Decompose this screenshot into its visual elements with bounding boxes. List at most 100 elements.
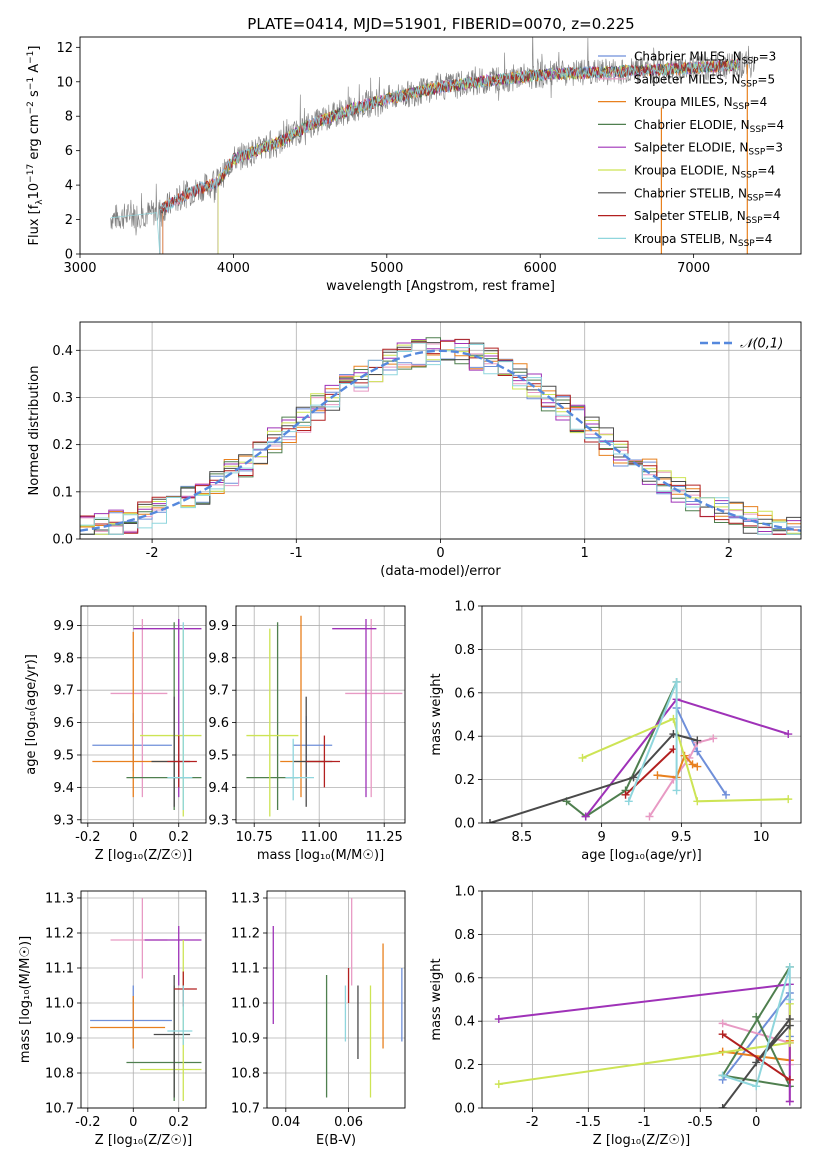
axes-frame (79, 36, 802, 255)
residual-histogram (80, 338, 801, 535)
weight-marker (752, 1058, 761, 1067)
residual-histogram (80, 339, 801, 535)
legend-sub: SSP (741, 171, 758, 181)
axes-frame (481, 605, 802, 824)
weight-marker (785, 1021, 794, 1030)
plot-area (246, 615, 403, 817)
y-label-part: s (27, 90, 42, 101)
y-tick-label: 0.8 (454, 928, 475, 943)
x-tick-label: 6000 (524, 261, 557, 276)
y-tick-label: 9.5 (208, 748, 229, 763)
y-label-part: −1 (26, 77, 36, 90)
y-label-part: ] (27, 46, 42, 51)
legend-name: Kroupa MILES, N (634, 95, 733, 109)
legend-entry: 𝒩(0,1) (740, 337, 783, 352)
y-tick-label: 4 (65, 179, 73, 194)
legend-entry: Salpeter STELIB, NSSP=4 (634, 209, 780, 226)
legend-entry: Chabrier MILES, NSSP=3 (634, 50, 776, 67)
weight-marker (629, 773, 638, 782)
legend-sub: SSP (741, 79, 758, 89)
y-tick-label: 0.0 (454, 1102, 475, 1117)
x-tick-label: -1.5 (576, 1115, 601, 1130)
weight-line (565, 681, 678, 818)
y-label-part: −2 (26, 101, 36, 114)
plot-area (272, 898, 403, 1098)
plot-area (485, 677, 793, 823)
weight-marker (785, 1075, 794, 1084)
y-label-part: −17 (26, 164, 36, 183)
y-tick-label: 6 (65, 144, 73, 159)
x-tick-label: 2 (725, 546, 733, 561)
y-tick-label: 10.7 (231, 1102, 260, 1117)
x-tick-label: -2 (526, 1115, 539, 1130)
x-axis-label: age [log₁₀(age/yr)] (581, 848, 702, 863)
y-label-part: λ (35, 199, 45, 205)
y-tick-label: 10 (56, 75, 73, 90)
legend-sub: SSP (748, 148, 765, 158)
weight-marker (785, 962, 794, 971)
y-tick-label: 0.4 (52, 344, 73, 359)
legend-name: Chabrier STELIB, N (634, 186, 747, 200)
x-tick-label: 4000 (217, 261, 250, 276)
weight-marker (718, 1071, 727, 1080)
x-tick-label: 1 (581, 546, 589, 561)
weight-marker (784, 795, 793, 804)
weight-marker (785, 1097, 794, 1106)
legend-count: =4 (757, 164, 775, 178)
x-tick-label: 0 (129, 830, 137, 845)
axes-frame (80, 605, 207, 824)
y-tick-label: 10.9 (45, 1032, 74, 1047)
weight-marker (688, 760, 697, 769)
y-tick-label: 9.3 (53, 813, 74, 828)
normal-curve (80, 349, 801, 532)
model-spectrum (110, 58, 740, 254)
legend-count: =5 (757, 72, 775, 86)
plot-area (92, 618, 202, 817)
weight-marker (621, 790, 630, 799)
weight-marker (494, 1015, 503, 1024)
weight-line (722, 966, 791, 1088)
observed-spectrum (110, 37, 756, 236)
y-tick-label: 11.1 (45, 962, 74, 977)
legend-sub: SSP (747, 193, 764, 203)
x-tick-label: -0.2 (75, 830, 100, 845)
y-tick-label: 10.8 (231, 1067, 260, 1082)
x-tick-label: -1 (638, 1115, 651, 1130)
legend-count: =4 (763, 209, 781, 223)
axes-frame (481, 890, 802, 1109)
weight-marker (624, 797, 633, 806)
residual-histogram (80, 342, 801, 535)
plot-area (90, 898, 202, 1101)
y-label-part: −1 (26, 51, 36, 64)
legend-count: =4 (750, 95, 768, 109)
y-tick-label: 0.2 (454, 773, 475, 788)
legend-entry: Kroupa STELIB, NSSP=4 (634, 232, 772, 249)
legend-name: Salpeter STELIB, N (634, 209, 746, 223)
x-tick-label: -1 (290, 546, 303, 561)
weight-marker (645, 812, 654, 821)
y-axis-label: mass weight (429, 673, 444, 755)
mass-vs-EBV-panel: 0.04 0.06 10.7 10.8 10.9 11.0 11.1 11.2 11.3 E(B-… (231, 890, 406, 1148)
y-tick-label: 9.9 (208, 619, 229, 634)
x-tick-label: 0 (129, 1115, 137, 1130)
y-tick-label: 9.7 (53, 684, 74, 699)
y-tick-label: 11.2 (231, 927, 260, 942)
x-tick-label: 5000 (370, 261, 403, 276)
x-tick-label: -2 (146, 546, 159, 561)
axes-frame (266, 890, 406, 1109)
legend-name: Salpeter MILES, N (634, 72, 741, 86)
weight-marker (709, 734, 718, 743)
weight-marker (784, 730, 793, 739)
y-tick-label: 0.6 (454, 686, 475, 701)
legend-name: Chabrier ELODIE, N (634, 118, 750, 132)
plot-area (110, 37, 756, 254)
weight-marker (581, 812, 590, 821)
weight-line (720, 966, 792, 1088)
x-tick-label: 10 (753, 830, 770, 845)
legend-count: =4 (755, 232, 773, 246)
weight-marker (718, 1030, 727, 1039)
x-tick-label: 10.75 (236, 830, 273, 845)
x-tick-label: 0.2 (168, 830, 189, 845)
legend-count: =3 (759, 50, 777, 64)
